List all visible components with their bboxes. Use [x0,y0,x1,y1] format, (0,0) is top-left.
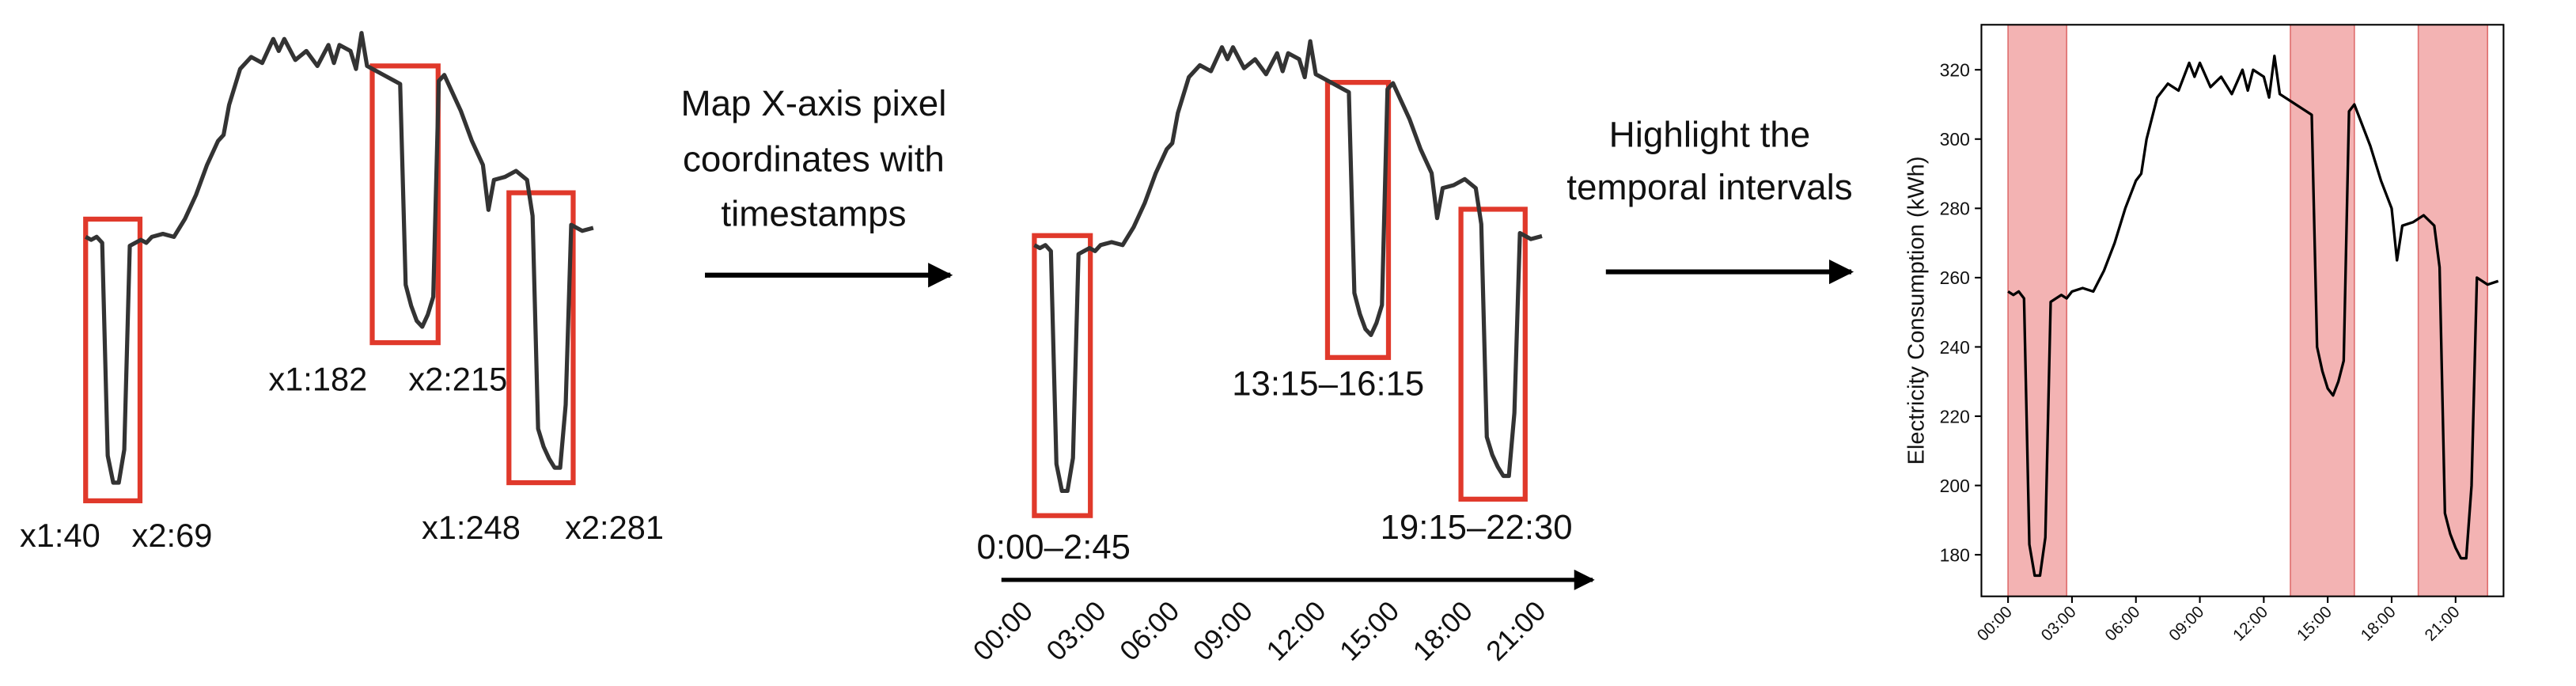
time-tick-label: 03:00 [1041,596,1112,667]
x-tick-label: 18:00 [2358,603,2400,645]
box [1032,233,1093,518]
step-text: timestamps [721,193,906,233]
step-text: temporal intervals [1566,167,1852,207]
pixel-label: x1:248 [422,509,521,546]
plot-frame [1980,24,2505,597]
y-tick-label: 280 [1940,199,1970,219]
step-arrow: Highlight the temporal intervals [1566,114,1854,285]
x-tick-label: 06:00 [2101,603,2143,645]
y-tick-label: 300 [1940,129,1970,150]
step-text: Highlight the [1609,114,1811,154]
time-tick-label: 09:00 [1188,596,1259,667]
pixel-label: x2:69 [132,517,213,554]
y-tick-label: 220 [1940,406,1970,426]
box [506,190,576,486]
step-text: Map X-axis pixel [680,83,946,123]
time-tick-label: 06:00 [1114,596,1185,667]
y-tick-label: 320 [1940,60,1970,81]
pixel-label: x2:281 [565,509,664,546]
x-tick-label: 09:00 [2165,603,2207,645]
pixel-label: x2:215 [408,360,507,397]
pixel-label: x1:40 [20,517,100,554]
time-tick-label: 18:00 [1407,596,1479,667]
chart: 180 200 220 240 260 280 300 320 00:00 03:00 06:00 0… [1904,24,2505,645]
interval-label: 19:15–22:30 [1381,508,1573,547]
highlight-band [2007,24,2068,597]
y-tick-label: 260 [1940,267,1970,288]
x-tick-label: 12:00 [2229,603,2271,645]
box [369,63,441,346]
x-tick-label: 21:00 [2422,603,2464,645]
y-tick-label: 200 [1940,476,1970,496]
box [83,216,143,504]
box [1324,80,1392,360]
y-tick-label: 240 [1940,337,1970,358]
line [2007,55,2499,578]
pixel-panel: x1:40 x2:69 x1:182 x2:215 x1:248 x2:281 [20,31,664,554]
x-tick-label: 15:00 [2294,603,2335,645]
time-tick-label: 21:00 [1480,596,1551,667]
interval-label: 0:00–2:45 [977,528,1131,567]
y-axis-label: Electricity Consumption (kWh) [1904,156,1930,464]
y-tick-label: 180 [1940,544,1970,565]
step-text: coordinates with [683,139,945,180]
interval-label: 13:15–16:15 [1232,365,1424,404]
time-tick-label: 00:00 [968,596,1039,667]
time-tick-label: 15:00 [1334,596,1405,667]
sketch-line [1033,39,1543,494]
pixel-label: x1:182 [268,360,367,397]
x-tick-label: 03:00 [2038,603,2080,645]
x-tick-label: 00:00 [1974,603,2016,645]
sketch-line [85,31,594,485]
step-arrow: Map X-axis pixel coordinates with timest… [680,83,953,288]
box [1458,207,1528,502]
time-panel: 0:00–2:45 13:15–16:15 19:15–22:30 00:00 0… [968,39,1595,667]
time-tick-label: 12:00 [1260,596,1332,667]
